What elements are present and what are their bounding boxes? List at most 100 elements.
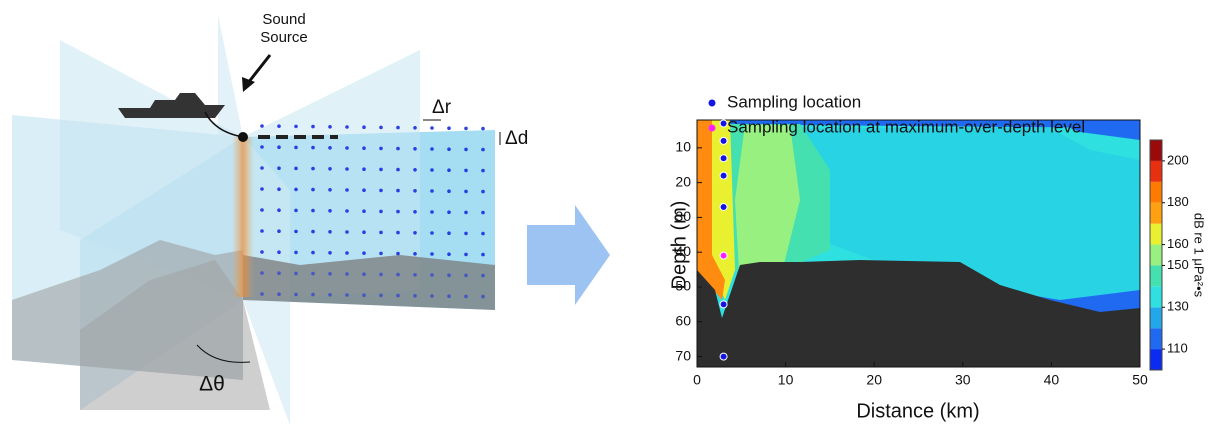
grid-dot bbox=[294, 271, 298, 276]
y-tick-label: 20 bbox=[675, 173, 691, 189]
grid-dot bbox=[396, 230, 400, 235]
grid-dot bbox=[345, 146, 349, 150]
colorbar-band bbox=[1150, 223, 1162, 245]
grid-dot bbox=[447, 231, 451, 235]
grid-dot bbox=[362, 272, 366, 277]
grid-dot bbox=[413, 189, 417, 193]
grid-dot bbox=[430, 252, 434, 256]
grid-dot bbox=[413, 231, 417, 235]
grid-dot bbox=[311, 124, 315, 129]
grid-dot bbox=[464, 168, 468, 173]
arrow-head bbox=[242, 77, 255, 92]
x-tick-label: 40 bbox=[1044, 372, 1060, 388]
y-tick-label: 60 bbox=[675, 312, 691, 328]
grid-dot bbox=[464, 189, 468, 194]
grid-dot bbox=[277, 250, 281, 254]
arrow bbox=[246, 54, 272, 84]
bearing-step: Δθ bbox=[199, 373, 225, 396]
grid-dot bbox=[430, 210, 434, 214]
grid-dot bbox=[328, 125, 332, 129]
range-step: Δr bbox=[432, 97, 452, 118]
grid-dot bbox=[362, 209, 366, 213]
grid-dot bbox=[481, 168, 485, 173]
colorbar-band bbox=[1150, 160, 1162, 182]
colorbar-tick-label: 110 bbox=[1167, 341, 1188, 356]
grid-dot bbox=[328, 167, 332, 171]
legend-marker bbox=[708, 99, 716, 107]
grid-dot bbox=[430, 126, 434, 130]
grid-dot bbox=[430, 231, 434, 235]
grid-dot bbox=[379, 230, 383, 235]
grid-dot bbox=[345, 188, 349, 192]
field-region bbox=[735, 125, 800, 290]
colorbar-band bbox=[1150, 140, 1162, 161]
sample-point bbox=[719, 251, 728, 260]
y-tick-label: 40 bbox=[675, 243, 691, 259]
grid-dot bbox=[464, 273, 468, 278]
grid-dot bbox=[345, 272, 349, 276]
grid-dot bbox=[311, 208, 315, 213]
grid-dot bbox=[345, 230, 349, 234]
grid-dot bbox=[328, 146, 332, 150]
grid-dot bbox=[260, 292, 264, 296]
grid-dot bbox=[362, 293, 366, 298]
legend-label: Sampling location at maximum-over-depth … bbox=[727, 117, 1085, 136]
x-tick-label: 20 bbox=[866, 372, 882, 388]
energy-beam bbox=[232, 137, 254, 297]
colorbar-band bbox=[1150, 349, 1162, 370]
grid-dot bbox=[277, 187, 281, 191]
grid-dot bbox=[277, 145, 281, 149]
field-region bbox=[697, 120, 725, 300]
grid-dot bbox=[345, 125, 349, 129]
flow-arrow bbox=[527, 205, 610, 305]
grid-dot bbox=[345, 293, 349, 297]
colorbar-band bbox=[1150, 202, 1162, 224]
grid-dot bbox=[328, 209, 332, 213]
grid-dot bbox=[311, 229, 315, 234]
grid-dot bbox=[396, 188, 400, 193]
grid-dot bbox=[481, 126, 485, 131]
grid-dot bbox=[430, 273, 434, 277]
grid-dot bbox=[447, 126, 451, 130]
colorbar-tick-label: 180 bbox=[1167, 194, 1189, 209]
y-tick-label: 10 bbox=[675, 139, 691, 155]
x-tick-label: 10 bbox=[778, 372, 794, 388]
grid-dot bbox=[396, 167, 400, 172]
grid-dot bbox=[328, 230, 332, 234]
grid-dot bbox=[447, 273, 451, 278]
grid-dot bbox=[464, 252, 468, 257]
grid-dot bbox=[311, 166, 315, 171]
y-tick-label: 70 bbox=[675, 347, 691, 363]
seabed bbox=[80, 260, 270, 410]
grid-dot bbox=[294, 208, 298, 213]
grid-dot bbox=[345, 251, 349, 255]
grid-dot bbox=[260, 229, 264, 233]
grid-dot bbox=[464, 210, 468, 215]
grid-dot bbox=[260, 250, 264, 254]
seafloor bbox=[697, 260, 1140, 367]
grid-dot bbox=[260, 187, 264, 191]
grid-dot bbox=[396, 272, 400, 277]
grid-dot bbox=[379, 125, 383, 130]
grid-dot bbox=[260, 271, 264, 275]
y-tick-label: 50 bbox=[675, 278, 691, 294]
grid-dot bbox=[362, 167, 366, 171]
field-region bbox=[800, 128, 1140, 310]
grid-dot bbox=[464, 294, 468, 299]
depth-step: Δd bbox=[505, 128, 528, 149]
grid-dot bbox=[430, 189, 434, 193]
sample-point bbox=[719, 202, 728, 211]
colorbar-tick-label: 130 bbox=[1167, 299, 1189, 314]
legend-marker bbox=[708, 124, 716, 132]
grid-dot bbox=[413, 168, 417, 172]
x-tick-label: 50 bbox=[1132, 372, 1148, 388]
plot-frame bbox=[696, 119, 1141, 368]
colorbar-tick-label: 200 bbox=[1167, 152, 1189, 167]
field-region bbox=[1050, 120, 1140, 140]
grid-dot bbox=[311, 187, 315, 192]
grid-dot bbox=[396, 251, 400, 256]
grid-dot bbox=[447, 210, 451, 214]
grid-dot bbox=[311, 292, 315, 297]
grid-dot bbox=[362, 230, 366, 234]
